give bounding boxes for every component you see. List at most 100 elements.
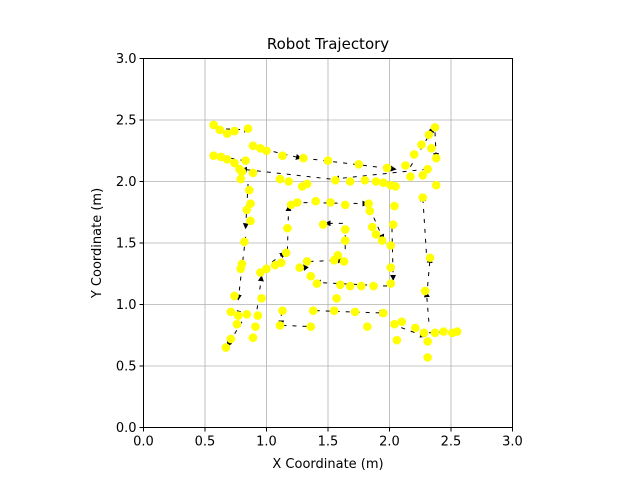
trajectory-point: [425, 253, 435, 263]
heading-arrow: [315, 309, 386, 316]
trajectory-point: [275, 321, 285, 330]
y-tick-label: 0.0: [116, 421, 137, 436]
heading-arrow: [303, 157, 397, 172]
trajectory-point: [411, 323, 420, 333]
trajectory-point: [420, 286, 430, 296]
trajectory-point: [345, 281, 355, 291]
x-tick-label: 2.5: [441, 435, 462, 450]
trajectory-point: [371, 230, 381, 239]
trajectory-point: [230, 126, 239, 136]
trajectory-point: [284, 177, 293, 186]
trajectory-point: [340, 225, 350, 234]
trajectory-point: [276, 258, 286, 267]
trajectory-point: [312, 279, 322, 288]
trajectory-point: [230, 291, 239, 301]
x-tick-label: 0.5: [195, 435, 216, 450]
trajectory-point: [216, 152, 226, 162]
trajectory-point: [423, 337, 432, 346]
trajectory-point: [363, 322, 372, 331]
heading-arrow: [433, 132, 439, 160]
trajectory-point: [248, 141, 258, 151]
trajectory-point: [386, 263, 396, 272]
trajectory-point: [332, 294, 341, 303]
trajectory-point: [439, 327, 448, 336]
trajectory-point: [329, 306, 339, 315]
trajectory-point: [423, 164, 432, 174]
trajectory-point: [340, 236, 350, 245]
trajectory-point: [297, 182, 307, 191]
trajectory-point: [318, 220, 328, 229]
y-tick-label: 2.0: [116, 175, 137, 190]
trajectory-point: [283, 223, 292, 233]
heading-arrow: [293, 200, 369, 207]
trajectory-point: [350, 307, 360, 317]
x-axis-label: X Coordinate (m): [272, 457, 383, 472]
trajectory-point: [281, 248, 291, 258]
trajectory-point: [311, 196, 321, 206]
trajectory-point: [326, 198, 335, 207]
trajectory-point: [242, 310, 252, 319]
trajectory-point: [248, 333, 258, 343]
trajectory-point: [232, 319, 242, 329]
trajectory-point: [377, 236, 387, 245]
trajectory-point: [226, 307, 236, 317]
trajectory-point: [360, 175, 370, 185]
trajectory-point: [379, 308, 388, 318]
trajectory-point: [240, 237, 249, 247]
trajectory-point: [243, 124, 253, 133]
trajectory-point: [406, 172, 415, 181]
x-tick-label: 2.0: [379, 435, 400, 450]
trajectory-point: [230, 158, 239, 168]
trajectory-point: [257, 294, 266, 303]
trajectory-point: [367, 222, 377, 232]
trajectory-point: [392, 335, 402, 345]
heading-arrow: [420, 195, 427, 253]
trajectory-point: [365, 206, 375, 216]
trajectory-point: [423, 353, 432, 362]
trajectory-point: [236, 264, 245, 274]
trajectory-point: [262, 264, 271, 274]
trajectory-point: [430, 123, 440, 132]
trajectory-point: [452, 327, 462, 336]
trajectory-point: [209, 151, 218, 160]
trajectory-point: [386, 279, 396, 288]
y-tick-label: 0.5: [116, 360, 137, 375]
trajectory-point: [386, 180, 396, 190]
heading-arrow: [423, 291, 430, 322]
heading-arrow: [254, 146, 302, 160]
trajectory-point: [235, 164, 244, 174]
heading-arrow: [390, 228, 397, 281]
y-tick-label: 3.0: [116, 52, 137, 67]
trajectory-point: [241, 156, 250, 165]
trajectory-point: [431, 180, 441, 190]
trajectory-point: [333, 251, 343, 260]
trajectory-point: [431, 153, 441, 163]
y-tick-label: 1.0: [116, 298, 137, 313]
trajectory-point: [397, 317, 407, 327]
trajectory-point: [386, 241, 396, 250]
trajectory-point: [242, 205, 252, 215]
trajectory-point: [221, 343, 231, 352]
trajectory-point: [339, 257, 349, 266]
trajectory-point: [308, 306, 318, 315]
trajectory-point: [379, 178, 388, 188]
trajectory-point: [222, 129, 232, 138]
trajectory-point: [390, 201, 399, 211]
trajectory-point: [244, 185, 254, 195]
trajectory-point: [306, 271, 316, 281]
trajectory-point: [248, 168, 258, 178]
point-layer: [209, 120, 462, 362]
trajectory-point: [340, 200, 350, 210]
trajectory-point: [382, 163, 392, 173]
trajectory-point: [356, 281, 366, 291]
trajectory-point: [209, 120, 218, 130]
heading-arrow: [263, 252, 286, 269]
trajectory-point: [369, 281, 378, 291]
trajectory-point: [427, 143, 436, 153]
trajectory-point: [409, 150, 419, 159]
trajectory-point: [306, 322, 316, 331]
trajectory-point: [364, 199, 373, 208]
grid-layer: [143, 58, 513, 428]
heading-arrow: [426, 256, 433, 287]
